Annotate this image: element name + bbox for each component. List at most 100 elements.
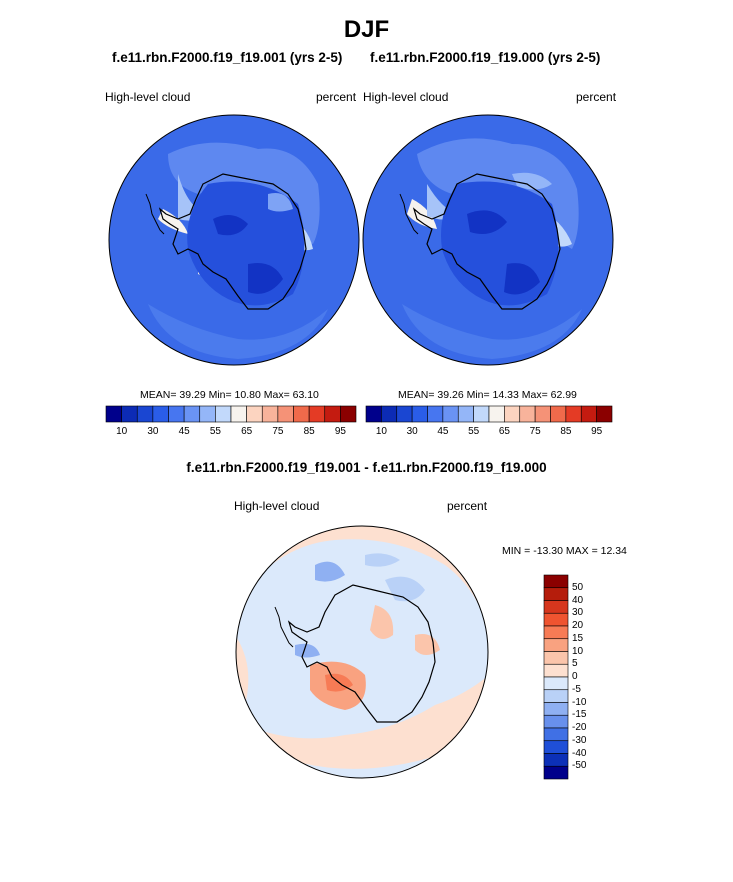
left-colorbar-swatch <box>308 405 326 423</box>
difference-colorbar-swatch <box>543 638 569 652</box>
difference-colorbar-swatch <box>543 663 569 678</box>
right-colorbar-swatch <box>381 405 398 423</box>
difference-colorbar-tick-label: -40 <box>572 747 587 759</box>
left-colorbar-tick-label: 10 <box>116 426 128 437</box>
left-colorbar-swatch <box>261 405 279 423</box>
right-colorbar-swatch <box>473 405 490 423</box>
left-colorbar-tick-label: 45 <box>178 426 190 437</box>
right-colorbar-swatch <box>396 405 413 423</box>
right-colorbar-swatch <box>596 405 613 423</box>
difference-colorbar-tick-label: -15 <box>572 709 587 721</box>
left-panel-title: f.e11.rbn.F2000.f19_f19.001 (yrs 2-5) <box>112 50 343 65</box>
left-colorbar-swatch <box>105 405 122 423</box>
difference-colorbar-tick-label: 0 <box>572 671 578 682</box>
right-colorbar-swatch <box>427 405 444 423</box>
right-colorbar-swatch <box>457 405 474 423</box>
difference-colorbar-tick-label: -30 <box>572 734 587 746</box>
right-colorbar-swatch <box>365 405 382 423</box>
right-colorbar-swatch <box>411 405 428 423</box>
difference-colorbar-swatch <box>543 676 569 691</box>
difference-colorbar-swatch <box>543 574 569 589</box>
right-colorbar-swatch <box>488 405 505 423</box>
difference-panel-title: f.e11.rbn.F2000.f19_f19.001 - f.e11.rbn.… <box>186 460 547 475</box>
left-colorbar-swatch <box>152 405 169 423</box>
right-colorbar-tick-label: 45 <box>437 426 449 437</box>
difference-colorbar-swatch <box>543 651 569 665</box>
difference-minmax: MIN = -13.30 MAX = 12.34 <box>502 545 627 557</box>
right-colorbar-swatch <box>504 405 521 423</box>
left-colorbar-tick-label: 55 <box>209 426 221 437</box>
difference-colorbar-tick-label: 5 <box>572 658 578 670</box>
left-colorbar-swatch <box>340 405 357 423</box>
left-colorbar-ticks: 10 30 45 55 65 75 85 95 <box>106 426 356 440</box>
left-panel-unit-label: percent <box>316 90 357 104</box>
left-colorbar-swatch <box>183 405 201 423</box>
right-colorbar-tick-label: 85 <box>560 426 572 437</box>
right-colorbar-tick-label: 75 <box>529 426 541 437</box>
right-panel-unit-label: percent <box>576 90 617 104</box>
left-colorbar-tick-label: 75 <box>272 426 284 437</box>
right-polar-map <box>362 114 614 366</box>
left-colorbar-tick-label: 95 <box>334 426 346 437</box>
right-colorbar <box>365 405 613 423</box>
right-colorbar-swatch <box>580 405 597 423</box>
left-colorbar-swatch <box>121 405 138 423</box>
right-colorbar-tick-label: 65 <box>498 426 510 437</box>
difference-colorbar-swatch <box>543 714 569 729</box>
left-colorbar-tick-label: 85 <box>303 426 315 437</box>
difference-colorbar-swatch <box>543 753 569 767</box>
difference-unit-label: percent <box>447 499 488 513</box>
difference-variable-label: High-level cloud <box>234 499 320 513</box>
difference-colorbar <box>543 574 569 780</box>
left-colorbar-swatch <box>230 405 247 423</box>
difference-colorbar-swatch <box>543 587 569 601</box>
left-colorbar <box>105 405 357 423</box>
right-colorbar-swatch <box>565 405 582 423</box>
difference-colorbar-tick-label: -20 <box>572 722 587 733</box>
right-colorbar-swatch <box>519 405 536 423</box>
right-panel-variable-label: High-level cloud <box>363 90 449 104</box>
left-panel-variable-label: High-level cloud <box>105 90 191 104</box>
difference-colorbar-tick-label: 15 <box>572 632 584 644</box>
difference-colorbar-tick-label: -50 <box>572 760 587 772</box>
right-panel-title: f.e11.rbn.F2000.f19_f19.000 (yrs 2-5) <box>370 50 601 65</box>
figure-title: DJF <box>343 16 390 43</box>
difference-colorbar-swatch <box>543 689 569 703</box>
difference-polar-map <box>235 525 489 779</box>
left-colorbar-tick-label: 65 <box>241 426 253 437</box>
right-colorbar-tick-label: 30 <box>406 426 418 437</box>
left-colorbar-swatch <box>136 405 154 423</box>
left-colorbar-swatch <box>199 405 216 423</box>
right-colorbar-tick-label: 95 <box>591 426 603 437</box>
right-colorbar-swatch <box>442 405 459 423</box>
difference-colorbar-swatch <box>543 765 569 780</box>
left-colorbar-tick-label: 30 <box>147 426 159 437</box>
left-colorbar-swatch <box>168 405 185 423</box>
difference-colorbar-swatch <box>543 740 569 754</box>
left-polar-map <box>108 114 360 366</box>
left-colorbar-swatch <box>277 405 294 423</box>
difference-colorbar-tick-label: 10 <box>572 645 584 657</box>
difference-colorbar-swatch <box>543 625 569 640</box>
right-colorbar-swatch <box>534 405 551 423</box>
right-colorbar-swatch <box>550 405 567 423</box>
difference-colorbar-swatch <box>543 612 569 627</box>
difference-colorbar-tick-label: 40 <box>572 594 584 606</box>
difference-colorbar-tick-label: 20 <box>572 620 584 631</box>
difference-colorbar-swatch <box>543 600 569 614</box>
left-colorbar-swatch <box>324 405 341 423</box>
left-colorbar-swatch <box>293 405 310 423</box>
difference-colorbar-tick-label: -10 <box>572 696 587 708</box>
difference-colorbar-swatch <box>543 727 569 742</box>
difference-colorbar-tick-label: -5 <box>572 683 581 695</box>
difference-colorbar-tick-label: 30 <box>572 607 584 619</box>
difference-colorbar-tick-label: 50 <box>572 581 584 593</box>
left-panel-stats: MEAN= 39.29 Min= 10.80 Max= 63.10 <box>140 389 319 401</box>
difference-colorbar-swatch <box>543 702 569 716</box>
right-colorbar-tick-label: 55 <box>468 426 480 437</box>
right-colorbar-tick-label: 10 <box>375 426 387 437</box>
left-colorbar-swatch <box>215 405 232 423</box>
left-colorbar-swatch <box>246 405 263 423</box>
difference-colorbar-ticks: 50 40 30 20 15 10 5 0 -5 -10 -15 -20 -30 -40 -50 <box>572 575 612 779</box>
right-panel-stats: MEAN= 39.26 Min= 14.33 Max= 62.99 <box>398 389 577 401</box>
